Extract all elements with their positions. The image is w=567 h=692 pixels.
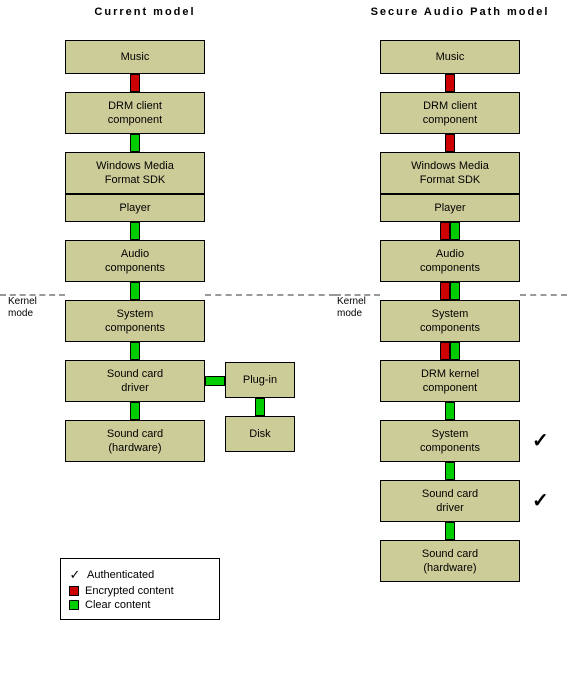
conn-green-4 xyxy=(130,342,140,360)
conn-red xyxy=(130,74,140,92)
legend: ✓ Authenticated Encrypted content Clear … xyxy=(60,558,220,620)
box-music: Music xyxy=(65,40,205,74)
box-player-r: Player xyxy=(380,194,520,222)
kernel-line-left-b xyxy=(205,294,335,296)
conn-r-red4 xyxy=(440,282,450,300)
box-system-components-r2: Systemcomponents xyxy=(380,420,520,462)
title-left: Current model xyxy=(65,6,225,18)
kernel-label-right: Kernelmode xyxy=(337,296,366,320)
box-drm-client: DRM clientcomponent xyxy=(65,92,205,134)
conn-r-green6 xyxy=(445,522,455,540)
legend-row-encrypted: Encrypted content xyxy=(69,585,211,597)
legend-label: Clear content xyxy=(85,599,150,611)
kernel-label-left: Kernelmode xyxy=(8,296,37,320)
legend-label: Encrypted content xyxy=(85,585,174,597)
conn-green-2 xyxy=(130,222,140,240)
conn-r-green4 xyxy=(445,402,455,420)
box-system-components: Systemcomponents xyxy=(65,300,205,342)
conn-h-plugin xyxy=(205,376,225,386)
conn-green-5 xyxy=(130,402,140,420)
box-wmf-sdk-r: Windows MediaFormat SDK xyxy=(380,152,520,194)
checkmark-icon: ✓ xyxy=(69,567,81,583)
box-player: Player xyxy=(65,194,205,222)
box-music-r: Music xyxy=(380,40,520,74)
conn-r-green1 xyxy=(450,222,460,240)
legend-row-clear: Clear content xyxy=(69,599,211,611)
title-right: Secure Audio Path model xyxy=(360,6,560,18)
conn-green-3 xyxy=(130,282,140,300)
conn-r-green3 xyxy=(450,342,460,360)
box-audio-components: Audiocomponents xyxy=(65,240,205,282)
conn-r-red3 xyxy=(440,222,450,240)
box-disk: Disk xyxy=(225,416,295,452)
conn-r-red1 xyxy=(445,74,455,92)
box-sound-card-hardware-r: Sound card(hardware) xyxy=(380,540,520,582)
box-wmf-sdk: Windows MediaFormat SDK xyxy=(65,152,205,194)
box-audio-components-r: Audiocomponents xyxy=(380,240,520,282)
box-drm-kernel-component: DRM kernelcomponent xyxy=(380,360,520,402)
conn-r-green5 xyxy=(445,462,455,480)
conn-green xyxy=(130,134,140,152)
box-drm-client-r: DRM clientcomponent xyxy=(380,92,520,134)
conn-green-plugin xyxy=(255,398,265,416)
checkmark-icon: ✓ xyxy=(532,488,549,513)
box-system-components-r1: Systemcomponents xyxy=(380,300,520,342)
box-sound-card-driver-r: Sound carddriver xyxy=(380,480,520,522)
box-sound-card-hardware: Sound card(hardware) xyxy=(65,420,205,462)
box-sound-card-driver: Sound carddriver xyxy=(65,360,205,402)
kernel-line-right-b xyxy=(520,294,567,296)
conn-r-green2 xyxy=(450,282,460,300)
conn-r-red5 xyxy=(440,342,450,360)
conn-r-red2 xyxy=(445,134,455,152)
legend-row-authenticated: ✓ Authenticated xyxy=(69,567,211,583)
legend-label: Authenticated xyxy=(87,569,154,581)
swatch-green xyxy=(69,600,79,610)
box-plugin: Plug-in xyxy=(225,362,295,398)
swatch-red xyxy=(69,586,79,596)
checkmark-icon: ✓ xyxy=(532,428,549,453)
